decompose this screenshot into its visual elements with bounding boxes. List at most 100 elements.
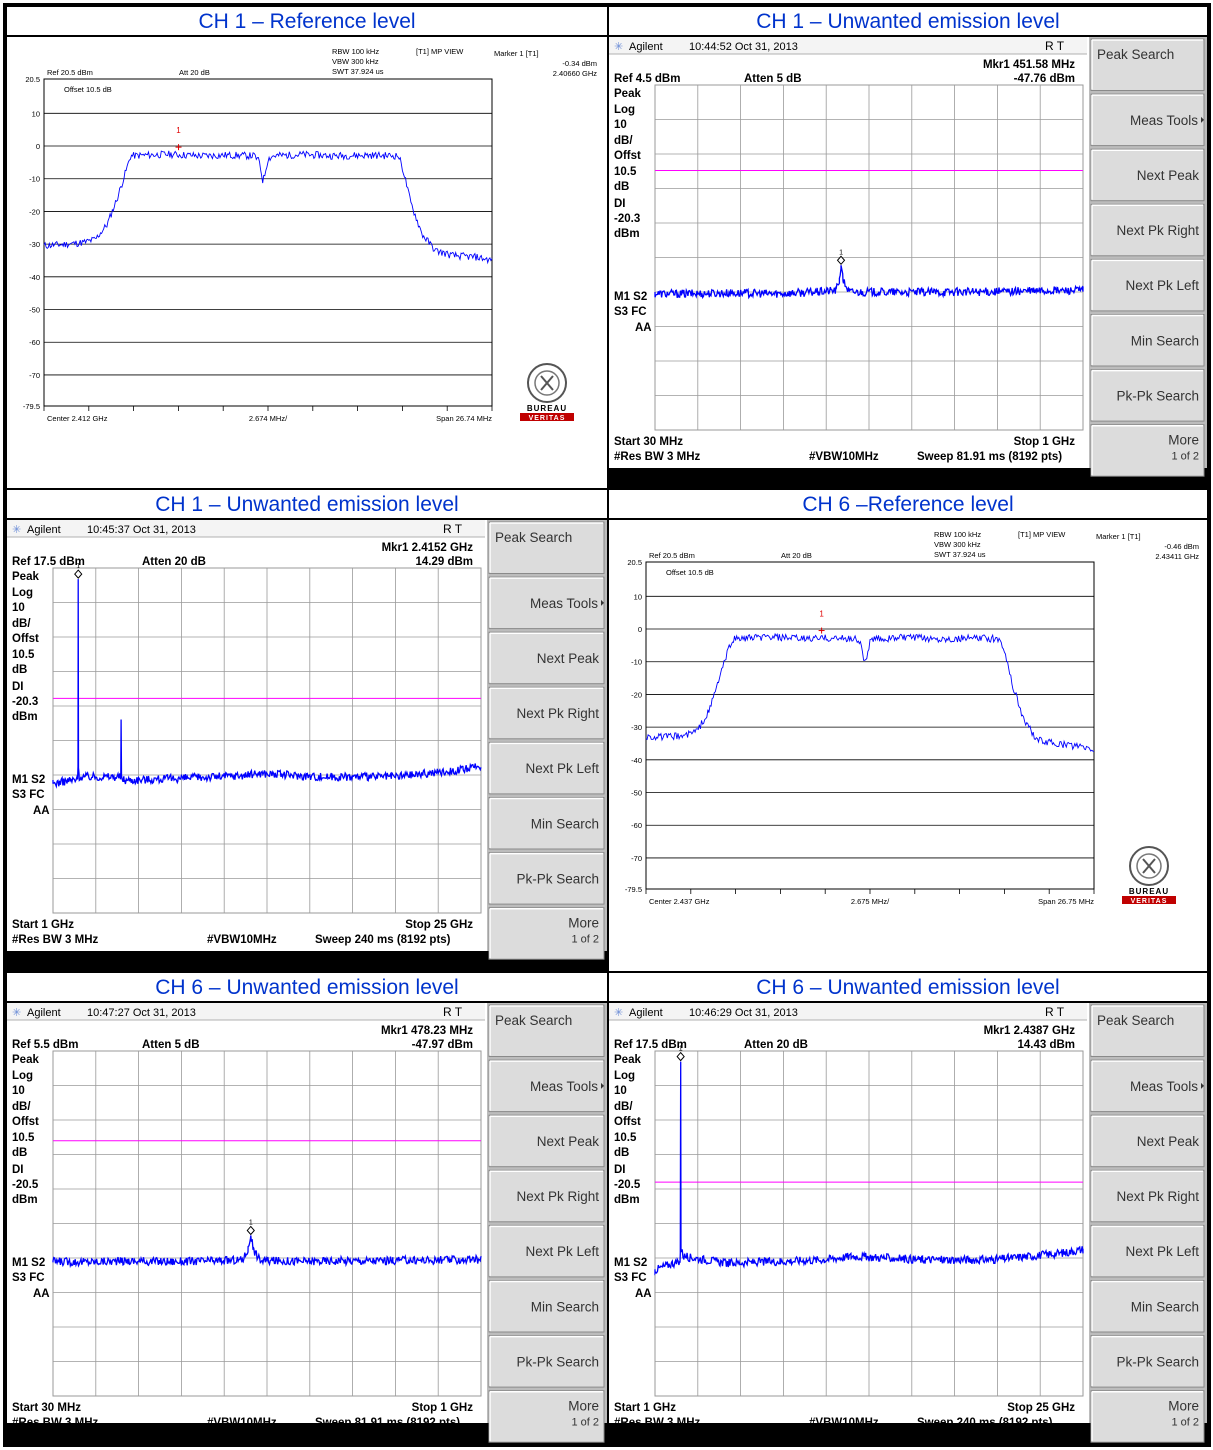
softkey-next-pk-left[interactable]: Next Pk Left [488, 1224, 605, 1278]
marker-number: 1 [76, 563, 80, 570]
plot-frame [43, 78, 493, 407]
softkey-peak-search[interactable]: Peak Search [488, 521, 605, 574]
softkey-face [488, 521, 605, 574]
brand-label: Agilent [629, 41, 663, 53]
marker-number: 1 [249, 1219, 253, 1226]
panel-ch6-unwanted-high: CH 6 – Unwanted emission level ✳ Agilent 1… [607, 971, 1209, 1445]
panel-title: CH 1 – Unwanted emission level [7, 490, 607, 520]
softkey-label: Min Search [1131, 333, 1199, 348]
submenu-arrow-icon [1201, 116, 1204, 123]
softkey-next-peak[interactable]: Next Peak [1090, 148, 1205, 202]
softkey-next-pk-right[interactable]: Next Pk Right [1090, 203, 1205, 257]
softkey-next-pk-left[interactable]: Next Pk Left [1090, 258, 1205, 312]
y-tick-label: -30 [29, 240, 40, 249]
bureau-veritas-logo: BUREAU VERITAS [1122, 846, 1176, 905]
scale-label: dB [614, 1147, 629, 1159]
panel-title: CH 6 –Reference level [609, 490, 1207, 520]
scale-label: 10 [12, 1085, 25, 1097]
softkey-face [1090, 1004, 1205, 1057]
softkey-next-peak[interactable]: Next Peak [488, 1114, 605, 1168]
softkey-label: Next Pk Right [1116, 1189, 1199, 1204]
softkey-meas-tools[interactable]: Meas Tools [488, 1059, 605, 1113]
mode-label: S3 FC [614, 306, 647, 318]
softkey-next-pk-right[interactable]: Next Pk Right [488, 686, 605, 740]
softkey-label: Next Peak [1137, 168, 1200, 183]
softkey-pk-pk-search[interactable]: Pk-Pk Search [1090, 1335, 1205, 1388]
softkey-label: Next Peak [537, 651, 600, 666]
marker-freq: 2.40660 GHz [553, 69, 597, 78]
rt-indicator: R T [1045, 1005, 1065, 1019]
scale-label: Log [12, 1070, 33, 1082]
ref-level-label: Ref 17.5 dBm [614, 1039, 687, 1051]
y-tick-label: 0 [638, 625, 642, 634]
softkey-label: Meas Tools [530, 596, 598, 611]
softkey-peak-search[interactable]: Peak Search [1090, 1004, 1205, 1057]
offset-label: Offset 10.5 dB [64, 85, 112, 94]
y-tick-label: -30 [631, 723, 642, 732]
softkey-sublabel: 1 of 2 [571, 934, 599, 946]
softkey-next-pk-left[interactable]: Next Pk Left [488, 741, 605, 795]
y-bottom-label: -79.5 [23, 402, 40, 411]
softkey-next-pk-left[interactable]: Next Pk Left [1090, 1224, 1205, 1278]
softkey-more[interactable]: More 1 of 2 [488, 907, 605, 960]
softkey-pk-pk-search[interactable]: Pk-Pk Search [488, 852, 605, 905]
status-bar [7, 951, 607, 971]
panel-chart: ✳ Agilent 10:45:37 Oct 31, 2013 R T Mkr1 2.4… [7, 520, 607, 971]
softkey-pk-pk-search[interactable]: Pk-Pk Search [1090, 369, 1205, 422]
softkey-label: Peak Search [495, 1013, 572, 1028]
start-freq-label: Start 30 MHz [614, 436, 683, 448]
rt-indicator: R T [443, 522, 463, 536]
softkey-label: Next Peak [1137, 1134, 1200, 1149]
agilent-logo-icon: ✳ [12, 524, 21, 536]
softkey-face [1090, 1390, 1205, 1443]
scale-label: Log [12, 587, 33, 599]
softkey-face [1090, 369, 1205, 422]
softkey-pk-pk-search[interactable]: Pk-Pk Search [488, 1335, 605, 1388]
marker-number: 1 [176, 126, 181, 135]
marker-readout-level: -47.97 dBm [412, 1039, 473, 1051]
scale-label: -20.5 [12, 1179, 39, 1191]
softkey-peak-search[interactable]: Peak Search [488, 1004, 605, 1057]
softkey-min-search[interactable]: Min Search [1090, 314, 1205, 367]
softkey-meas-tools[interactable]: Meas Tools [1090, 1059, 1205, 1113]
scale-label: dB [614, 181, 629, 193]
scale-label: dBm [12, 1194, 38, 1206]
softkey-more[interactable]: More 1 of 2 [488, 1390, 605, 1443]
softkey-next-pk-right[interactable]: Next Pk Right [1090, 1169, 1205, 1223]
softkey-meas-tools[interactable]: Meas Tools [488, 576, 605, 630]
softkey-label: Next Pk Left [1125, 1244, 1199, 1259]
softkey-more[interactable]: More 1 of 2 [1090, 424, 1205, 477]
start-freq-label: Start 1 GHz [12, 919, 74, 931]
header-bar [609, 1003, 1087, 1020]
marker-diamond [836, 255, 846, 266]
softkey-label: Next Pk Left [1125, 278, 1199, 293]
softkey-meas-tools[interactable]: Meas Tools [1090, 93, 1205, 147]
softkey-min-search[interactable]: Min Search [488, 797, 605, 850]
scale-label: -20.5 [614, 1179, 641, 1191]
softkey-label: More [1168, 433, 1199, 448]
softkey-face [1090, 203, 1205, 257]
softkey-min-search[interactable]: Min Search [488, 1280, 605, 1333]
scale-label: 10 [12, 602, 25, 614]
softkey-peak-search[interactable]: Peak Search [1090, 38, 1205, 91]
softkey-next-peak[interactable]: Next Peak [1090, 1114, 1205, 1168]
softkey-next-pk-right[interactable]: Next Pk Right [488, 1169, 605, 1223]
softkey-face [1090, 148, 1205, 202]
mode-label: M1 S2 [614, 291, 647, 303]
center-freq-label: Center 2.437 GHz [649, 897, 710, 906]
rbw-label: RBW 100 kHz [332, 47, 379, 56]
ref-level-label: Ref 20.5 dBm [649, 551, 695, 560]
stop-freq-label: Stop 25 GHz [405, 919, 473, 931]
softkey-more[interactable]: More 1 of 2 [1090, 1390, 1205, 1443]
trace-line [654, 265, 1084, 300]
scale-label: 10.5 [12, 1132, 35, 1144]
panel-title: CH 1 – Unwanted emission level [609, 7, 1207, 37]
softkey-next-peak[interactable]: Next Peak [488, 631, 605, 685]
softkey-min-search[interactable]: Min Search [1090, 1280, 1205, 1333]
scale-label: -20.3 [12, 696, 38, 708]
softkey-face [488, 1224, 605, 1278]
panel-chart: ✳ Agilent 10:47:27 Oct 31, 2013 R T Mkr1 478… [7, 1003, 607, 1443]
mode-label: M1 S2 [12, 1257, 45, 1269]
softkey-label: Pk-Pk Search [1116, 1354, 1199, 1369]
trace-mode-label: [T1] MP VIEW [1018, 530, 1066, 539]
